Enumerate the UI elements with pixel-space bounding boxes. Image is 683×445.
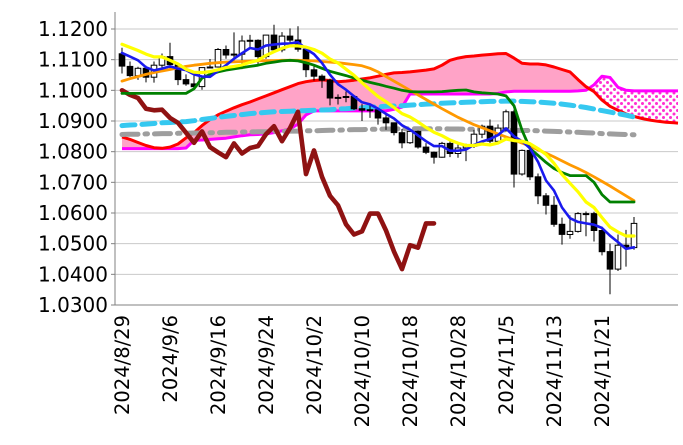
candle-up	[334, 96, 342, 99]
candle-up	[342, 96, 350, 98]
candle-down	[182, 79, 190, 85]
x-tick-label: 2024/9/6	[159, 315, 182, 403]
candle-down	[310, 69, 318, 77]
y-tick-label: 1.1200	[38, 17, 108, 41]
x-tick-label: 2024/11/5	[495, 315, 518, 415]
cyan-ma-group	[119, 98, 637, 129]
candle-down	[534, 176, 542, 197]
candle-down	[382, 117, 390, 124]
y-tick-label: 1.0300	[38, 293, 108, 317]
candle-down	[390, 122, 398, 134]
orange-ma-long-line	[120, 58, 636, 203]
candle-down	[598, 230, 606, 253]
candle-up	[614, 244, 622, 270]
candle-down	[358, 108, 366, 111]
candle-up	[214, 49, 222, 68]
cloud-dotted-fill	[588, 76, 678, 124]
yellow-ma-mid-line	[120, 42, 636, 238]
y-tick-label: 1.1000	[38, 78, 108, 102]
orange-ma-group	[120, 58, 636, 203]
candle-down	[486, 125, 494, 142]
candle-up	[366, 109, 374, 112]
candle-down	[318, 75, 326, 81]
candle-up	[518, 149, 526, 175]
blue-ma-short-line	[120, 40, 636, 251]
candle-down	[118, 53, 126, 67]
y-tick-label: 1.0900	[38, 109, 108, 133]
candle-down	[398, 132, 406, 144]
candle-up	[246, 39, 254, 42]
x-tick-label: 2024/9/16	[207, 315, 230, 415]
candle-up	[566, 230, 574, 235]
candle-down	[326, 79, 334, 99]
y-tick-label: 1.0800	[38, 140, 108, 164]
blue-ma-group	[120, 40, 636, 251]
y-tick-label: 1.0500	[38, 232, 108, 256]
candle-down	[126, 65, 134, 77]
y-tick-label: 1.0400	[38, 262, 108, 286]
candle-down	[222, 49, 230, 56]
cyan-dashed-longterm-line	[119, 98, 637, 129]
candle-down	[510, 111, 518, 175]
y-tick-label: 1.0600	[38, 201, 108, 225]
x-tick-label: 2024/8/29	[111, 315, 134, 415]
candle-down	[430, 151, 438, 158]
candle-up	[406, 130, 414, 144]
candle-up	[206, 66, 214, 69]
axes	[111, 12, 678, 306]
candle-down	[422, 146, 430, 153]
x-tick-label: 2024/9/24	[255, 315, 278, 415]
candle-down	[550, 204, 558, 225]
x-axis-labels: 2024/8/29 2024/9/6 2024/9/16 2024/9/24 2024/…	[111, 315, 614, 427]
gray-ma-group	[119, 126, 637, 138]
x-tick-label: 2024/11/13	[543, 315, 566, 427]
candle-down	[542, 195, 550, 206]
x-tick-label: 2024/10/10	[351, 315, 374, 427]
y-tick-label: 1.0700	[38, 170, 108, 194]
y-axis-labels: 1.1200 1.1100 1.1000 1.0900 1.0800 1.0700 1.06…	[38, 17, 108, 317]
candle-down	[286, 35, 294, 41]
candle-up	[230, 53, 238, 56]
x-tick-label: 2024/10/18	[399, 315, 422, 427]
candle-up	[502, 111, 510, 129]
candle-down	[270, 34, 278, 51]
darkred-lagging-span-line	[119, 88, 437, 272]
gray-dashdot-longterm-line	[119, 126, 637, 138]
candles	[118, 24, 638, 295]
y-tick-label: 1.1100	[38, 48, 108, 72]
lagging-span-group	[119, 88, 437, 272]
yellow-ma-group	[120, 42, 636, 238]
candle-up	[438, 142, 446, 158]
candle-down	[414, 130, 422, 148]
candle-down	[526, 149, 534, 178]
candle-down	[558, 223, 566, 235]
x-tick-label: 2024/11/21	[591, 315, 614, 427]
candle-down	[590, 213, 598, 232]
candle-down	[606, 251, 614, 270]
x-tick-label: 2024/10/2	[303, 315, 326, 415]
x-tick-label: 2024/10/28	[447, 315, 470, 427]
candle-up	[582, 213, 590, 216]
